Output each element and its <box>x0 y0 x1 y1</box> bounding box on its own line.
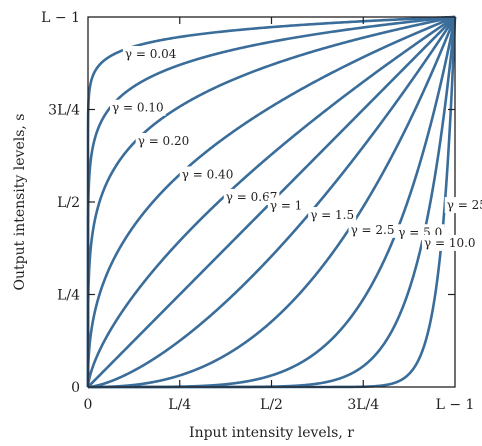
curve-label-text: γ = 0.04 <box>125 47 177 61</box>
x-tick-label: 3L/4 <box>347 397 379 413</box>
curve-label: γ = 0.10 <box>110 99 166 116</box>
curve-label-text: γ = 1 <box>270 199 303 213</box>
curve-label-text: γ = 1.5 <box>310 208 354 222</box>
curve-label-text: γ = 0.40 <box>182 167 234 181</box>
y-tick-label: L − 1 <box>41 10 80 26</box>
gamma-curve-0_4 <box>86 15 456 389</box>
x-tick-label: L − 1 <box>436 397 475 413</box>
curve-label-text: γ = 10.0 <box>424 236 476 250</box>
curve-labels-group: γ = 0.04 γ = 0.10 γ = 0.20 γ = 0.40 γ = 0.67… <box>110 46 482 251</box>
curve-label-text: γ = 0.20 <box>138 134 190 148</box>
curve-label: γ = 0.40 <box>179 166 236 183</box>
curve-label-background <box>122 46 179 62</box>
y-tick-label: 3L/4 <box>48 103 80 119</box>
curve-label-background <box>267 197 305 214</box>
curve-label-background <box>110 99 166 116</box>
gamma-curve-1_5 <box>87 16 457 389</box>
curve-label: γ = 0.67 <box>223 188 280 205</box>
x-axis-label: Input intensity levels, r <box>189 425 354 441</box>
curve-label-text: γ = 0.10 <box>112 101 164 115</box>
curve-label-text: γ = 25.0 <box>447 198 482 212</box>
x-tick-label: L/2 <box>260 397 283 413</box>
curve-label: γ = 1 <box>267 197 305 214</box>
curve-label: γ = 25.0 <box>444 197 482 214</box>
curve-label: γ = 10.0 <box>421 234 478 251</box>
curve-label-text: γ = 2.5 <box>351 223 395 237</box>
curve-label: γ = 2.5 <box>348 221 397 238</box>
curve-label: γ = 0.04 <box>122 46 179 62</box>
x-tick-label: 0 <box>84 397 93 413</box>
y-tick-label: 0 <box>71 380 80 396</box>
curve-label-background <box>421 234 478 251</box>
y-tick-label: L/4 <box>57 288 80 304</box>
gamma-curve-0_1 <box>86 15 456 387</box>
curve-label-text: γ = 0.67 <box>226 190 278 204</box>
curve-label-background <box>444 197 482 214</box>
x-tick-label: L/4 <box>168 397 191 413</box>
gamma-curve-0_67 <box>86 15 456 389</box>
gamma-curve-0_2 <box>86 15 456 387</box>
curve-label: γ = 0.20 <box>135 132 192 149</box>
curve-label-background <box>308 207 357 224</box>
curve-label-background <box>135 132 192 149</box>
curve-label-background <box>223 188 280 205</box>
curve-label-background <box>179 166 236 183</box>
ticks-group: 0 L/4 L/2 3L/4 L − 1 0 L/4 L/2 3L/4 L − 1 <box>41 10 474 413</box>
curve-label: γ = 1.5 <box>308 207 357 224</box>
gamma-curve-2_5 <box>87 16 457 389</box>
y-tick-label: L/2 <box>57 195 80 211</box>
y-axis-label: Output intensity levels, s <box>12 114 28 291</box>
curve-label-background <box>348 221 397 238</box>
